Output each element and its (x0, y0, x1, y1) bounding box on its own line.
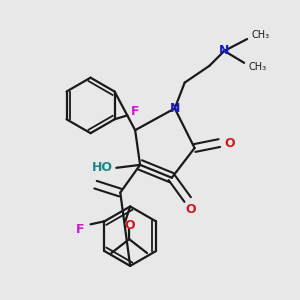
Text: N: N (219, 44, 230, 57)
Text: CH₃: CH₃ (248, 62, 266, 72)
Text: F: F (75, 223, 84, 236)
Text: F: F (131, 105, 140, 118)
Text: O: O (124, 219, 134, 232)
Text: CH₃: CH₃ (251, 30, 269, 40)
Text: O: O (185, 203, 196, 216)
Text: HO: HO (92, 161, 113, 174)
Text: O: O (224, 136, 235, 150)
Text: N: N (169, 102, 180, 115)
